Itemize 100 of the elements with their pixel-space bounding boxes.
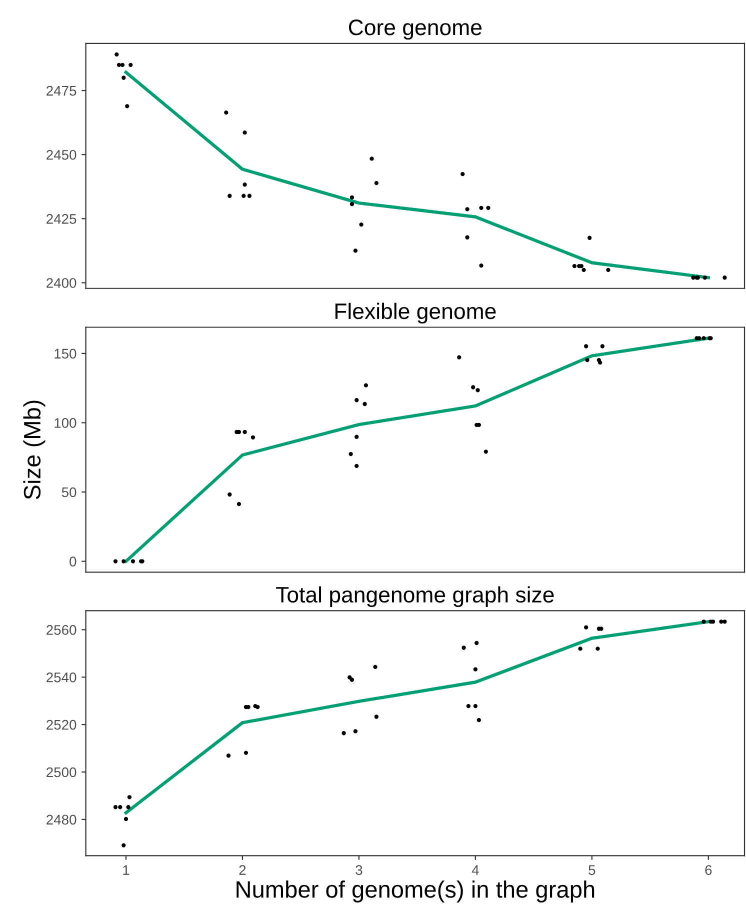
point xyxy=(598,360,602,365)
point xyxy=(702,336,706,340)
x-tick-label: 5 xyxy=(588,865,596,875)
point xyxy=(585,358,590,362)
point xyxy=(370,156,374,161)
point xyxy=(465,235,470,240)
point xyxy=(354,464,359,468)
chart-title: Flexible genome xyxy=(335,302,496,324)
point xyxy=(113,805,118,810)
point xyxy=(479,206,484,210)
point xyxy=(244,750,248,755)
point xyxy=(364,383,368,388)
point xyxy=(362,402,367,406)
point xyxy=(120,62,125,67)
y-tick-label: 2540 xyxy=(46,672,76,682)
x-tick-label: 4 xyxy=(472,865,479,875)
point xyxy=(242,130,247,135)
point xyxy=(596,646,600,651)
point xyxy=(484,450,488,454)
y-tick-label: 2475 xyxy=(46,86,76,96)
chart-title: Core genome xyxy=(348,20,482,40)
point xyxy=(242,182,247,187)
y-tick-label: 2560 xyxy=(46,625,76,635)
point xyxy=(473,667,478,672)
point xyxy=(691,276,696,280)
point xyxy=(474,640,479,646)
point xyxy=(722,276,727,280)
point xyxy=(373,664,378,670)
y-tick-label: 2450 xyxy=(46,150,76,160)
x-tick-label: 1 xyxy=(123,865,130,875)
point xyxy=(572,264,577,268)
point xyxy=(128,62,133,67)
point xyxy=(122,559,126,564)
y-tick-label: 100 xyxy=(54,418,76,428)
x-axis-title: Number of genome(s) in the graph xyxy=(236,880,594,902)
point xyxy=(250,435,256,440)
point xyxy=(125,104,130,108)
point xyxy=(476,718,482,722)
x-tick-label: 3 xyxy=(356,865,362,875)
point xyxy=(228,194,232,198)
point xyxy=(224,110,228,115)
point xyxy=(242,194,246,198)
point xyxy=(457,355,462,360)
y-tick-label: 2425 xyxy=(46,214,76,224)
point xyxy=(702,276,707,280)
point xyxy=(600,344,604,348)
point xyxy=(606,268,610,272)
point xyxy=(126,805,130,810)
y-tick-label: 150 xyxy=(54,348,76,359)
point xyxy=(348,452,353,456)
point xyxy=(353,729,358,734)
point xyxy=(122,843,126,848)
point xyxy=(350,678,354,682)
point xyxy=(122,76,126,80)
point xyxy=(584,344,588,348)
y-tick-label: 2480 xyxy=(46,814,76,825)
point xyxy=(247,194,252,198)
y-axis-title: Size (Mb) xyxy=(23,400,46,500)
point xyxy=(350,195,354,200)
point xyxy=(462,646,466,650)
point xyxy=(460,172,465,176)
point xyxy=(374,180,378,186)
point xyxy=(114,52,119,56)
point xyxy=(342,731,346,736)
point xyxy=(226,754,231,758)
point xyxy=(465,207,470,212)
chart-title: Total pangenome graph size xyxy=(276,586,554,608)
point xyxy=(354,434,359,439)
y-tick-label: 0 xyxy=(70,556,76,566)
point xyxy=(242,430,247,434)
point xyxy=(466,704,471,708)
point xyxy=(476,388,480,392)
point xyxy=(588,236,592,240)
point xyxy=(473,704,478,708)
point xyxy=(479,263,484,268)
point xyxy=(124,816,128,822)
point xyxy=(578,646,582,651)
point xyxy=(353,248,358,253)
point xyxy=(584,625,588,630)
point xyxy=(130,559,136,564)
y-tick-label: 2520 xyxy=(46,720,76,730)
point xyxy=(359,222,364,227)
point xyxy=(582,268,586,272)
point xyxy=(702,620,706,624)
point xyxy=(471,385,476,390)
x-tick-label: 6 xyxy=(705,865,712,875)
point xyxy=(722,620,727,624)
point xyxy=(374,714,378,719)
point xyxy=(354,398,359,402)
x-tick-label: 2 xyxy=(239,865,246,875)
point xyxy=(236,502,242,506)
point xyxy=(350,202,354,206)
point xyxy=(228,492,232,497)
point xyxy=(118,805,122,810)
y-tick-label: 2500 xyxy=(46,767,76,778)
y-tick-label: 2400 xyxy=(46,278,76,288)
point xyxy=(486,206,490,210)
y-tick-label: 50 xyxy=(62,487,76,498)
point xyxy=(127,795,132,800)
point xyxy=(256,704,260,710)
